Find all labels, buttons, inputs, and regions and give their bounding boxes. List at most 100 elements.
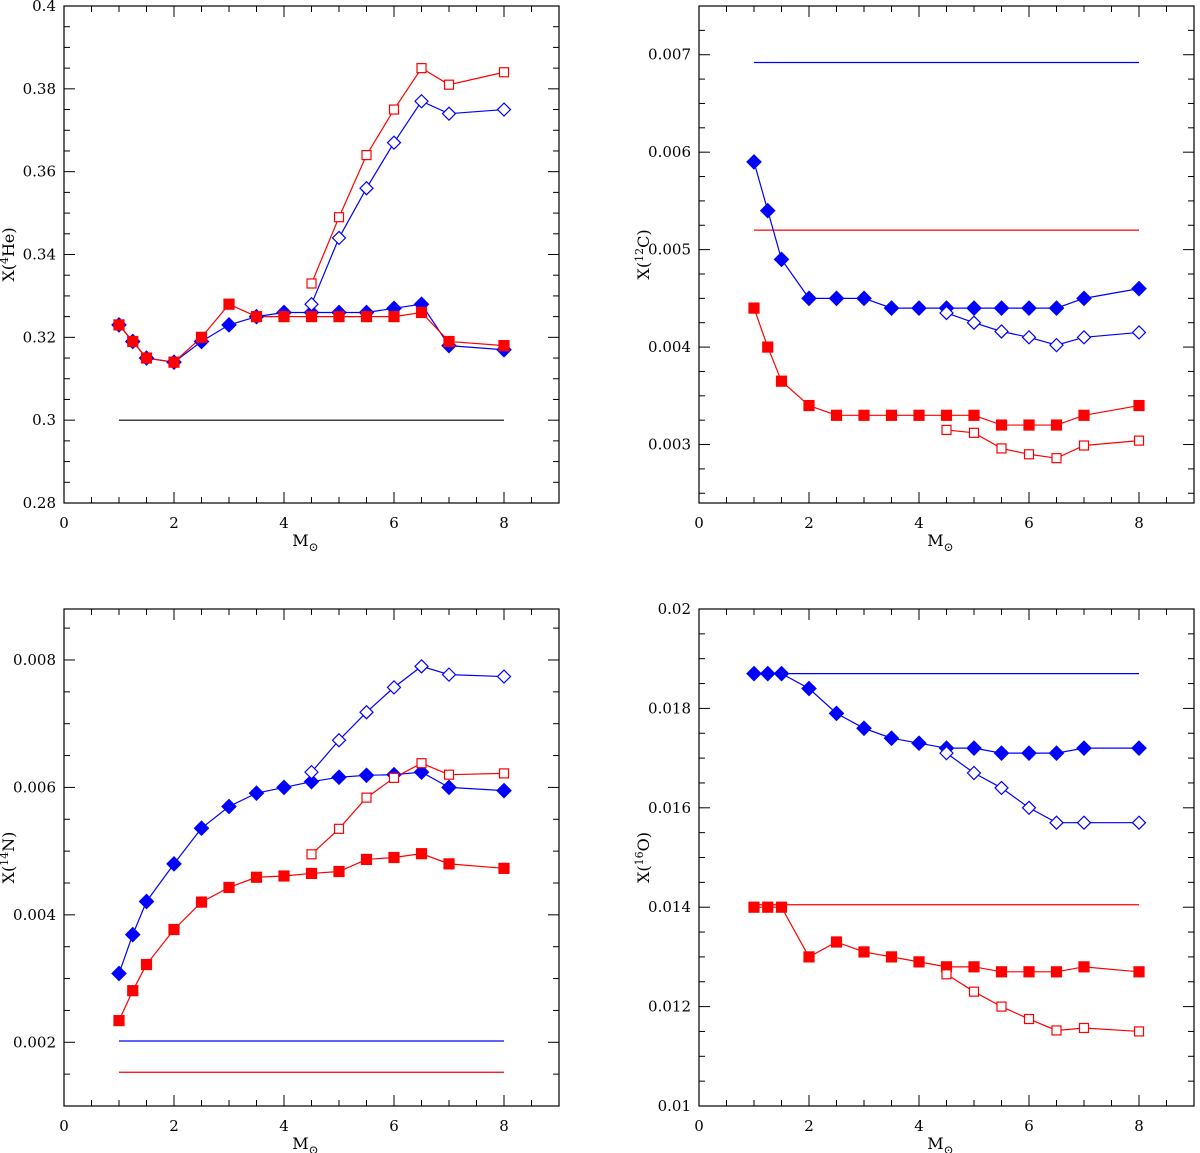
data-point-red-filled <box>127 985 139 997</box>
data-point-red-filled <box>1023 966 1035 978</box>
x-tick-label: 4 <box>914 514 924 532</box>
y-tick-label: 0.28 <box>23 494 56 512</box>
data-point-blue-open <box>414 658 429 674</box>
y-tick-label: 0.01 <box>658 1097 691 1115</box>
y-axis-label-superscript: 16 <box>633 851 646 865</box>
data-point-red-open <box>443 769 455 780</box>
data-point-red-filled <box>360 853 373 866</box>
x-axis-label-subscript: ⊙ <box>944 540 954 554</box>
series-line-blue-open <box>946 752 1139 824</box>
data-point-red-open <box>416 758 427 769</box>
data-point-blue-open <box>994 324 1009 339</box>
x-axis-label-subscript: ⊙ <box>309 540 319 554</box>
data-point-blue-open <box>1076 815 1092 831</box>
data-point-red-filled <box>305 311 318 323</box>
data-point-blue-filled <box>1131 740 1147 757</box>
data-point-blue-filled <box>966 300 982 316</box>
data-point-blue-filled <box>828 290 845 307</box>
data-point-red-filled <box>940 409 953 421</box>
y-tick-label: 0.016 <box>648 799 691 817</box>
x-tick-label: 6 <box>1024 514 1034 532</box>
data-point-red-open <box>498 67 510 78</box>
x-tick-label: 6 <box>389 514 399 532</box>
data-point-red-filled <box>195 331 208 343</box>
y-axis-label-superscript: 4 <box>0 257 11 264</box>
data-point-blue-filled <box>166 856 182 872</box>
data-point-red-open <box>1078 1022 1090 1034</box>
data-point-red-filled <box>127 335 139 348</box>
data-point-red-filled <box>748 302 760 314</box>
data-point-blue-filled <box>759 202 776 219</box>
data-point-blue-filled <box>1021 745 1037 761</box>
x-tick-label: 2 <box>169 1117 179 1135</box>
data-point-red-open <box>306 849 317 860</box>
data-point-red-open <box>361 792 372 803</box>
data-point-blue-filled <box>993 300 1010 316</box>
data-point-blue-open <box>939 745 954 761</box>
data-point-blue-open <box>414 93 429 109</box>
x-tick-label: 8 <box>499 1117 509 1135</box>
x-tick-label: 2 <box>169 514 179 532</box>
data-point-blue-filled <box>496 782 512 799</box>
x-tick-label: 8 <box>1134 1117 1144 1135</box>
data-point-blue-open <box>441 106 457 122</box>
data-point-red-filled <box>498 340 510 352</box>
data-point-blue-filled <box>746 154 762 170</box>
data-point-red-filled <box>168 923 180 936</box>
data-point-red-filled <box>113 319 125 331</box>
x-axis-label: M⊙ <box>292 531 318 554</box>
data-point-red-filled <box>223 881 235 894</box>
y-tick-label: 0.006 <box>13 778 56 796</box>
data-point-red-open <box>333 212 345 223</box>
data-point-red-filled <box>388 851 400 864</box>
data-point-blue-filled <box>911 300 927 316</box>
data-point-blue-filled <box>124 926 141 943</box>
y-axis-label-element: C) <box>634 229 653 247</box>
data-point-blue-filled <box>993 745 1010 761</box>
data-point-red-filled <box>333 865 345 878</box>
data-point-blue-filled <box>773 665 790 682</box>
y-tick-label: 0.4 <box>32 0 56 15</box>
data-point-blue-open <box>496 102 512 117</box>
y-tick-label: 0.003 <box>648 436 691 454</box>
y-axis-label-prefix: X( <box>634 865 653 883</box>
data-point-red-filled <box>278 311 290 323</box>
panel-carbon-12: 0 2 4 6 8 0.003 0.004 0.005 0.006 0.007 M⊙ X(12C) <box>633 5 1195 554</box>
data-point-red-filled <box>140 958 153 971</box>
data-point-red-open <box>388 772 400 783</box>
y-tick-label: 0.34 <box>23 246 56 264</box>
y-tick-label: 0.007 <box>648 46 691 64</box>
data-point-blue-open <box>359 704 374 720</box>
x-axis-label: M⊙ <box>927 531 953 554</box>
data-point-red-filled <box>223 298 235 310</box>
data-point-blue-filled <box>358 767 375 784</box>
x-tick-label: 2 <box>804 1117 814 1135</box>
data-point-red-open <box>1051 1025 1062 1036</box>
y-tick-label: 0.008 <box>13 651 56 669</box>
y-tick-label: 0.02 <box>658 600 691 618</box>
data-point-red-open <box>996 443 1007 454</box>
data-point-red-filled <box>388 311 400 323</box>
data-point-red-filled <box>995 419 1008 431</box>
data-point-blue-open <box>1021 800 1037 816</box>
data-point-red-filled <box>968 961 980 973</box>
data-point-blue-filled <box>966 740 982 757</box>
data-point-red-filled <box>250 311 263 323</box>
data-point-blue-open <box>939 305 954 321</box>
data-point-red-open <box>996 1001 1007 1012</box>
y-axis-label-prefix: X( <box>0 866 18 884</box>
y-axis-label-prefix: X( <box>634 262 653 280</box>
series-line-red-open <box>310 67 505 284</box>
data-point-red-filled <box>775 375 788 387</box>
data-point-blue-filled <box>221 798 237 815</box>
data-point-blue-filled <box>883 300 900 316</box>
data-point-blue-open <box>304 296 319 312</box>
data-point-blue-open <box>1049 815 1064 831</box>
y-axis-label-superscript: 12 <box>633 248 646 262</box>
series-line-blue-filled <box>753 161 1140 309</box>
y-axis-label-prefix: X( <box>0 264 18 282</box>
y-tick-label: 0.006 <box>648 143 691 161</box>
x-tick-label: 0 <box>59 1117 69 1135</box>
